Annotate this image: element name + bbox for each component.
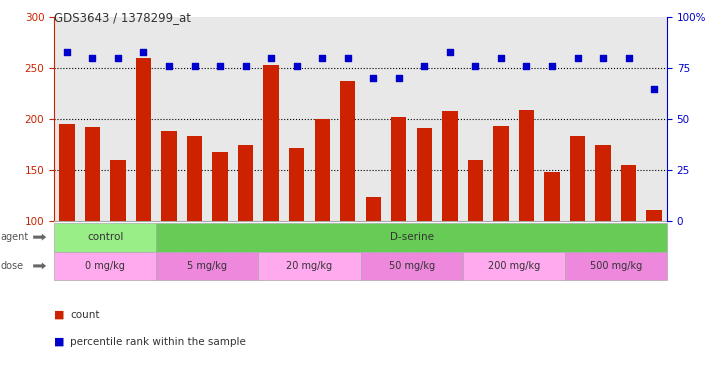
Point [61, 49, 73, 55]
Point [469, 63, 481, 69]
Bar [110, 160, 125, 221]
Point [189, 63, 200, 69]
Bar [238, 146, 253, 221]
Text: GDS3643 / 1378299_at: GDS3643 / 1378299_at [54, 11, 191, 24]
Bar [621, 165, 637, 221]
Bar [289, 147, 304, 221]
Point [597, 55, 609, 61]
Text: 200 mg/kg: 200 mg/kg [487, 261, 540, 271]
Point [265, 55, 277, 61]
Point [163, 63, 174, 69]
Bar [366, 197, 381, 221]
Bar [314, 119, 329, 221]
Point [291, 63, 302, 69]
Text: D-serine: D-serine [389, 232, 433, 242]
Text: control: control [87, 232, 123, 242]
Bar [85, 127, 100, 221]
Text: percentile rank within the sample: percentile rank within the sample [70, 337, 246, 347]
Bar [136, 58, 151, 221]
Text: 20 mg/kg: 20 mg/kg [286, 261, 332, 271]
Bar [519, 110, 534, 221]
Point [393, 75, 404, 81]
Bar [442, 111, 458, 221]
Text: dose: dose [1, 261, 24, 271]
Point [112, 55, 124, 61]
Bar [213, 152, 228, 221]
Point [317, 55, 328, 61]
Bar [417, 128, 432, 221]
Text: 50 mg/kg: 50 mg/kg [389, 261, 435, 271]
Bar [544, 172, 559, 221]
Point [87, 55, 98, 61]
Text: 500 mg/kg: 500 mg/kg [590, 261, 642, 271]
Point [419, 63, 430, 69]
Bar [59, 124, 74, 221]
Point [342, 55, 353, 61]
Bar [263, 65, 279, 221]
Point [495, 55, 507, 61]
Bar [340, 81, 355, 221]
Point [240, 63, 252, 69]
Bar [596, 146, 611, 221]
Text: count: count [70, 310, 99, 320]
Point [138, 49, 149, 55]
Bar [468, 160, 483, 221]
Text: 0 mg/kg: 0 mg/kg [85, 261, 125, 271]
Point [214, 63, 226, 69]
Point [623, 55, 634, 61]
Text: agent: agent [1, 232, 29, 242]
Text: ■: ■ [54, 310, 65, 320]
Bar [162, 131, 177, 221]
Point [648, 86, 660, 92]
Point [444, 49, 456, 55]
Point [547, 63, 558, 69]
Text: 5 mg/kg: 5 mg/kg [187, 261, 227, 271]
Bar [493, 126, 508, 221]
Text: ■: ■ [54, 337, 65, 347]
Bar [391, 117, 407, 221]
Bar [187, 136, 202, 221]
Bar [647, 210, 662, 221]
Bar [570, 136, 585, 221]
Point [521, 63, 532, 69]
Point [572, 55, 583, 61]
Point [368, 75, 379, 81]
